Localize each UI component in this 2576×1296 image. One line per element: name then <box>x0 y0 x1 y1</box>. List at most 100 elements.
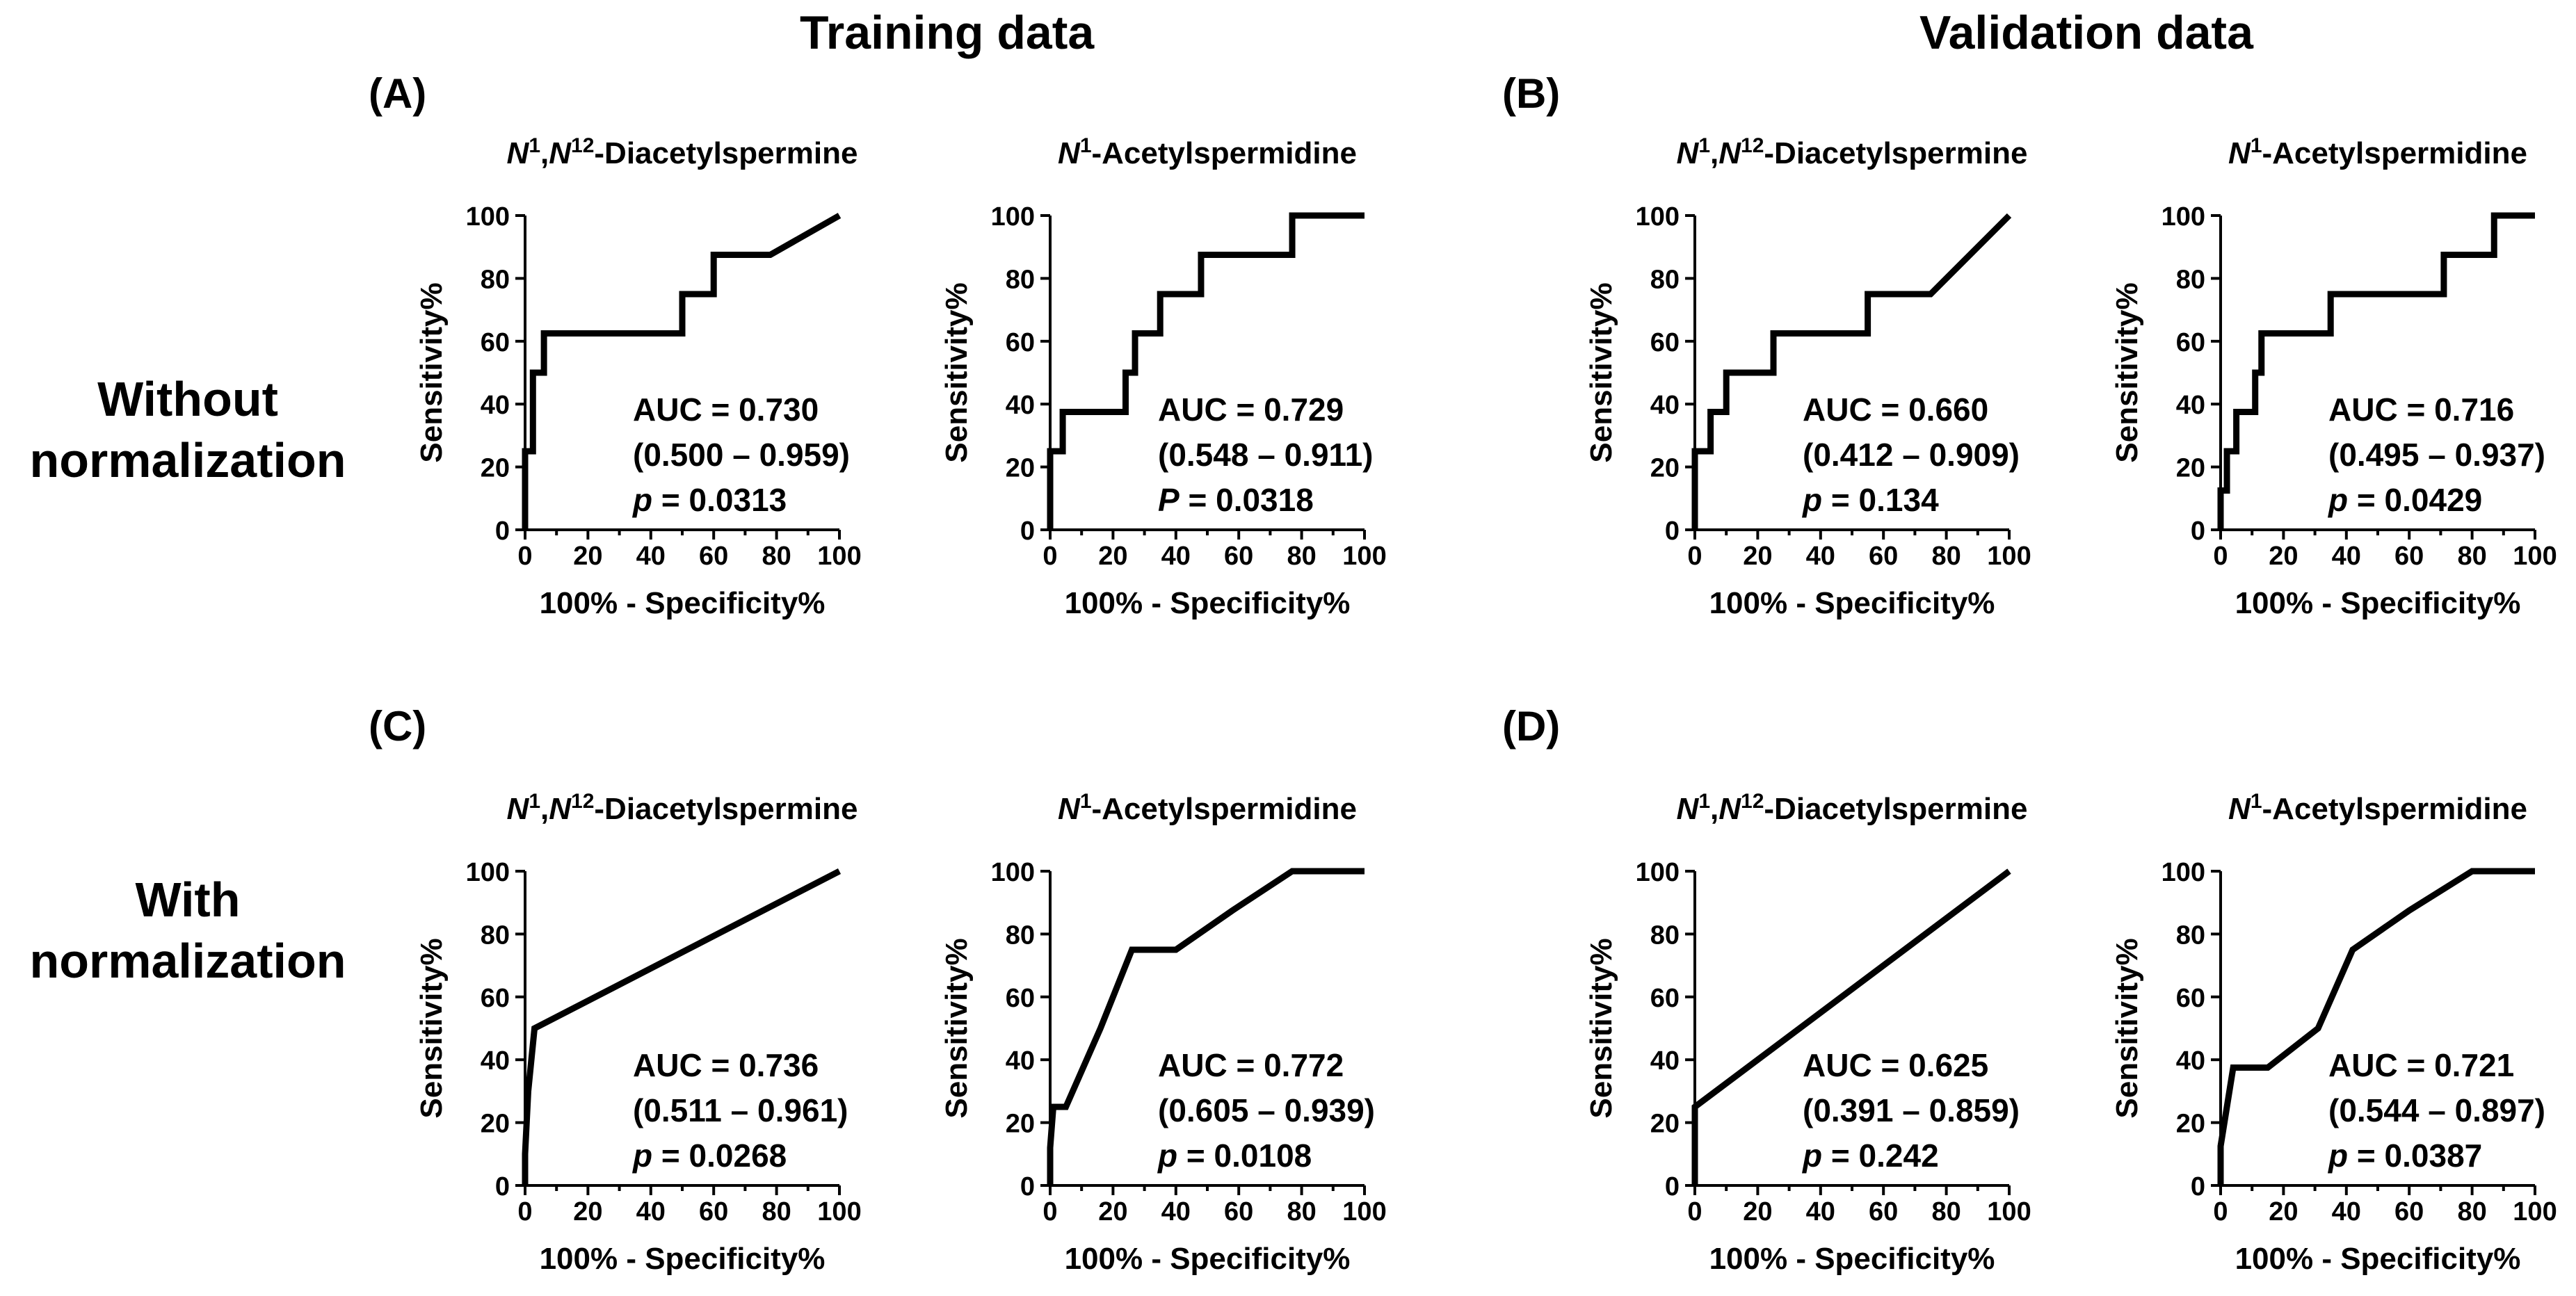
title-comma: , <box>540 136 549 170</box>
x-tick-label: 60 <box>699 1197 728 1226</box>
y-tick-label: 20 <box>481 1110 510 1139</box>
x-tick-label: 80 <box>1287 542 1316 571</box>
title-superscript: 12 <box>571 134 594 157</box>
title-rest: -Acetylspermidine <box>1092 792 1357 826</box>
x-tick-label: 20 <box>1743 542 1772 571</box>
y-tick-label: 80 <box>2176 921 2205 950</box>
x-tick-label: 20 <box>1098 542 1127 571</box>
x-tick-label: 80 <box>762 542 791 571</box>
y-tick-label: 100 <box>991 202 1035 232</box>
y-axis-label: Sensitivity% <box>1584 282 1618 462</box>
x-tick-label: 40 <box>1806 542 1835 571</box>
panel-label-d: (D) <box>1502 703 1561 750</box>
x-axis-label: 100% - Specificity% <box>1709 1242 1995 1276</box>
y-tick-label: 80 <box>1006 265 1035 294</box>
y-tick-label: 0 <box>495 517 510 546</box>
x-tick-label: 40 <box>636 542 666 571</box>
y-tick-label: 100 <box>991 858 1035 887</box>
p-value-number: = 0.0429 <box>2348 482 2482 518</box>
auc-annotation: AUC = 0.736 <box>633 1047 819 1083</box>
x-tick-label: 100 <box>817 542 861 571</box>
y-tick-label: 20 <box>1006 1110 1035 1139</box>
y-tick-label: 20 <box>2176 1110 2205 1139</box>
p-value-annotation: p = 0.0429 <box>2327 482 2482 518</box>
x-tick-label: 60 <box>1224 1197 1253 1226</box>
y-tick-label: 40 <box>1006 1046 1035 1076</box>
x-tick-label: 0 <box>1043 1197 1057 1226</box>
roc-curve <box>2217 868 2535 1185</box>
title-n: N <box>507 136 530 170</box>
x-tick-label: 20 <box>2269 542 2298 571</box>
y-tick-label: 40 <box>2176 1046 2205 1076</box>
auc-annotation: AUC = 0.721 <box>2328 1047 2514 1083</box>
title-n: N <box>549 792 572 826</box>
roc-chart-a2: N1-Acetylspermidine 0 20 40 60 80 100 0 20 40 60 80… <box>940 134 1387 621</box>
title-rest: -Diacetylspermine <box>594 792 858 826</box>
ci-annotation: (0.500 – 0.959) <box>633 437 850 473</box>
x-tick-label: 40 <box>1161 1197 1191 1226</box>
panel-label-c: (C) <box>369 703 427 750</box>
row-label-with-normalization: With normalization <box>7 869 369 991</box>
x-axis-label: 100% - Specificity% <box>1065 586 1351 620</box>
p-value-symbol: P <box>1158 482 1180 518</box>
x-tick-label: 40 <box>2332 542 2361 571</box>
chart-title: N1-Acetylspermidine <box>2228 790 2527 827</box>
chart-title: N1,N12-Diacetylspermine <box>1677 134 2028 171</box>
x-tick-label: 80 <box>1931 542 1961 571</box>
x-tick-label: 60 <box>2394 1197 2424 1226</box>
p-value-annotation: p = 0.0268 <box>631 1137 787 1174</box>
title-superscript: 12 <box>1741 134 1764 157</box>
y-tick-label: 80 <box>1650 265 1680 294</box>
panel-label-b: (B) <box>1502 70 1561 117</box>
y-tick-label: 60 <box>1650 984 1680 1013</box>
ci-annotation: (0.548 – 0.911) <box>1158 437 1373 473</box>
auc-annotation: AUC = 0.625 <box>1803 1047 1988 1083</box>
x-tick-label: 60 <box>2394 542 2424 571</box>
chart-title: N1,N12-Diacetylspermine <box>507 790 858 827</box>
x-tick-label: 100 <box>1987 1197 2031 1226</box>
p-value-number: = 0.242 <box>1822 1137 1939 1174</box>
x-tick-label: 60 <box>1869 1197 1898 1226</box>
p-value-symbol: p <box>631 482 652 518</box>
x-tick-label: 20 <box>2269 1197 2298 1226</box>
title-superscript: 1 <box>1080 134 1092 157</box>
title-n: N <box>549 136 572 170</box>
x-tick-label: 0 <box>1687 542 1702 571</box>
y-tick-label: 40 <box>1650 1046 1680 1076</box>
auc-annotation: AUC = 0.716 <box>2328 391 2514 428</box>
x-tick-label: 80 <box>2457 1197 2486 1226</box>
title-rest: -Acetylspermidine <box>2262 136 2527 170</box>
p-value-number: = 0.0108 <box>1177 1137 1312 1174</box>
y-axis-label: Sensitivity% <box>414 282 449 462</box>
y-tick-label: 80 <box>2176 265 2205 294</box>
y-tick-label: 0 <box>1665 1172 1680 1201</box>
roc-curve <box>1047 212 1365 530</box>
y-tick-label: 100 <box>1636 858 1680 887</box>
title-superscript: 12 <box>571 790 594 813</box>
section-header-validation: Validation data <box>1919 6 2253 59</box>
x-tick-label: 40 <box>2332 1197 2361 1226</box>
y-axis-label: Sensitivity% <box>2110 938 2144 1118</box>
title-superscript: 1 <box>529 790 540 813</box>
x-tick-label: 0 <box>1043 542 1057 571</box>
title-superscript: 12 <box>1741 790 1764 813</box>
x-tick-label: 80 <box>762 1197 791 1226</box>
panel-label-a: (A) <box>369 70 427 117</box>
chart-title: N1,N12-Diacetylspermine <box>1677 790 2028 827</box>
x-tick-label: 60 <box>1869 542 1898 571</box>
ci-annotation: (0.605 – 0.939) <box>1158 1092 1375 1128</box>
p-value-annotation: p = 0.242 <box>1801 1137 1939 1174</box>
x-tick-label: 0 <box>2213 1197 2228 1226</box>
auc-annotation: AUC = 0.660 <box>1803 391 1988 428</box>
y-tick-label: 100 <box>2162 202 2205 232</box>
y-tick-label: 60 <box>481 984 510 1013</box>
title-rest: -Acetylspermidine <box>2262 792 2527 826</box>
x-tick-label: 80 <box>1287 1197 1316 1226</box>
y-tick-label: 0 <box>1020 517 1035 546</box>
row-label-line-1: With <box>135 873 241 927</box>
x-tick-label: 0 <box>517 1197 532 1226</box>
x-tick-label: 100 <box>1987 542 2031 571</box>
title-n: N <box>1677 136 1700 170</box>
